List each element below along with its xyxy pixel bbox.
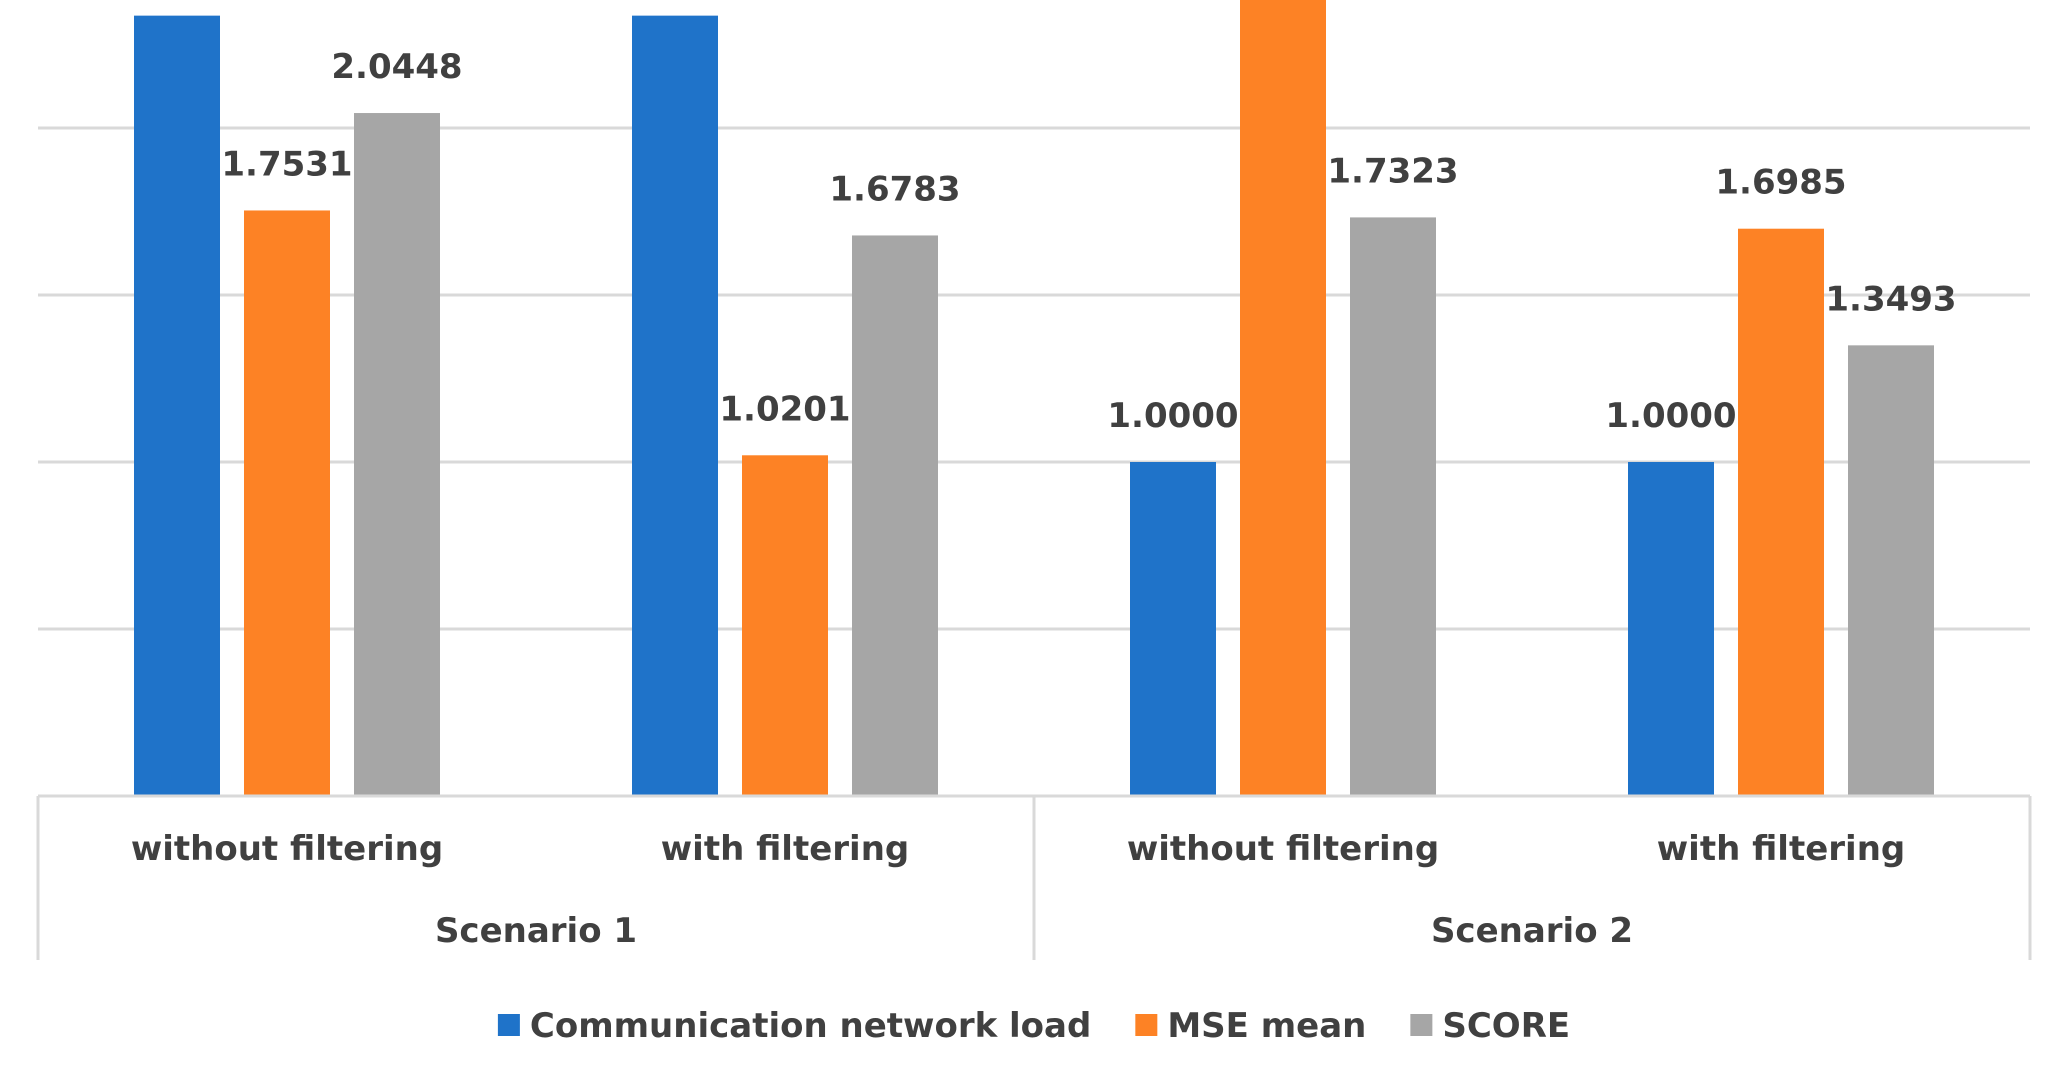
category-label: with filtering bbox=[661, 829, 910, 869]
data-label: 2.0448 bbox=[331, 47, 462, 87]
legend: Communication network load MSE mean SCORE bbox=[497, 1006, 1570, 1046]
legend-item: SCORE bbox=[1410, 1006, 1570, 1046]
legend-item: MSE mean bbox=[1135, 1006, 1366, 1046]
data-label: 1.7531 bbox=[221, 144, 352, 184]
legend-swatch bbox=[1410, 1014, 1433, 1036]
data-label: 1.6783 bbox=[829, 169, 960, 209]
group-label: Scenario 1 bbox=[435, 911, 637, 951]
data-label: 1.3493 bbox=[1825, 279, 1956, 319]
legend-label: MSE mean bbox=[1167, 1006, 1366, 1046]
bar-mse-mean bbox=[742, 455, 828, 796]
value-labels: 2.33641.75312.04482.33641.02011.67831.00… bbox=[221, 47, 1956, 436]
bar-score bbox=[354, 113, 440, 796]
legend-item: Communication network load bbox=[497, 1006, 1091, 1046]
bar-mse-mean bbox=[244, 210, 330, 796]
legend-swatch bbox=[497, 1014, 520, 1036]
bar-communication-network-load bbox=[1628, 462, 1714, 796]
bar-score bbox=[1350, 217, 1436, 796]
data-label: 1.0000 bbox=[1107, 396, 1238, 436]
bars bbox=[134, 0, 1934, 797]
group-label: Scenario 2 bbox=[1431, 911, 1633, 951]
category-label: without filtering bbox=[131, 829, 443, 869]
category-label: without filtering bbox=[1127, 829, 1439, 869]
data-label: 1.7323 bbox=[1327, 151, 1458, 191]
gridlines bbox=[38, 126, 2030, 631]
legend-label: Communication network load bbox=[530, 1006, 1091, 1046]
bar-score bbox=[1848, 345, 1934, 796]
category-label: with filtering bbox=[1657, 829, 1906, 869]
legend-swatch bbox=[1135, 1014, 1158, 1036]
category-axis-frame bbox=[36, 794, 2032, 960]
data-label: 1.6985 bbox=[1715, 163, 1846, 203]
bar-mse-mean bbox=[1240, 0, 1326, 796]
data-label: 1.0000 bbox=[1605, 396, 1736, 436]
bar-communication-network-load bbox=[632, 15, 718, 797]
legend-label: SCORE bbox=[1442, 1006, 1570, 1046]
group-labels: Scenario 1 Scenario 2 bbox=[435, 911, 1633, 951]
bar-score bbox=[852, 235, 938, 796]
bar-mse-mean bbox=[1738, 228, 1824, 797]
category-labels: without filtering with filtering without f… bbox=[131, 829, 1905, 869]
bar-communication-network-load bbox=[134, 15, 220, 797]
bar-communication-network-load bbox=[1130, 462, 1216, 796]
data-label: 1.0201 bbox=[719, 389, 850, 429]
